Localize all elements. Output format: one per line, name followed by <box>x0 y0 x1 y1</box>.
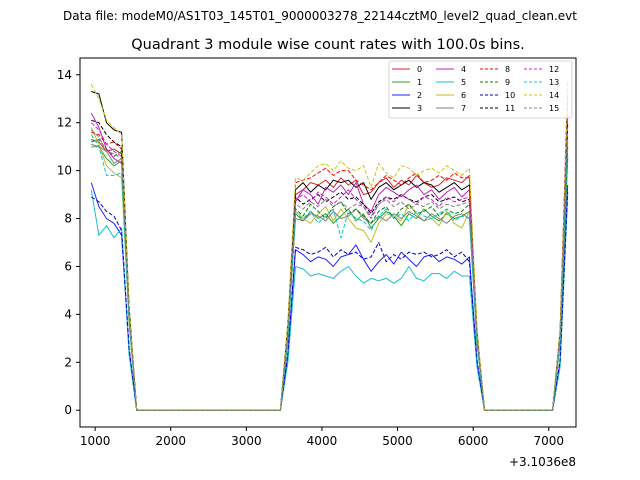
x-tick-label: 1000 <box>80 434 111 448</box>
y-tick-label: 0 <box>64 403 72 417</box>
x-tick-label: 7000 <box>534 434 565 448</box>
series-line-11 <box>91 119 569 411</box>
legend-label-15: 15 <box>549 104 559 113</box>
x-axis: 1000 2000 3000 4000 5000 6000 7000 <box>80 427 564 448</box>
legend-frame <box>388 60 573 119</box>
y-tick-label: 8 <box>64 212 72 226</box>
legend-label-2: 2 <box>417 91 422 100</box>
y-tick-label: 2 <box>64 355 72 369</box>
x-offset-label: +3.1036e8 <box>509 455 576 469</box>
legend-label-7: 7 <box>461 104 466 113</box>
y-tick-label: 12 <box>57 116 72 130</box>
legend-label-13: 13 <box>549 78 559 87</box>
y-axis: 0 2 4 6 8 10 12 14 <box>57 68 80 417</box>
data-file-label: Data file: modeM0/AS1T03_145T01_90000032… <box>63 9 577 23</box>
x-tick-label: 3000 <box>231 434 262 448</box>
legend-label-11: 11 <box>505 104 515 113</box>
chart-title: Quadrant 3 module wise count rates with … <box>131 37 525 53</box>
y-tick-label: 14 <box>57 68 72 82</box>
series-line-6 <box>90 127 569 411</box>
legend-label-14: 14 <box>549 91 559 100</box>
x-tick-label: 5000 <box>382 434 413 448</box>
series-layer <box>90 79 569 411</box>
x-tick-label: 4000 <box>307 434 338 448</box>
legend-label-6: 6 <box>461 91 466 100</box>
legend-label-0: 0 <box>417 65 422 74</box>
x-tick-label: 2000 <box>155 434 186 448</box>
series-line-3 <box>91 91 569 411</box>
plot-frame <box>79 57 577 428</box>
series-line-5 <box>90 189 569 411</box>
series-line-7 <box>91 146 569 411</box>
series-line-10 <box>91 192 569 411</box>
series-line-8 <box>91 127 569 411</box>
legend-label-5: 5 <box>461 78 466 87</box>
legend-label-9: 9 <box>505 78 510 87</box>
legend-label-8: 8 <box>505 65 510 74</box>
series-line-14 <box>90 84 569 411</box>
series-line-13 <box>90 134 569 411</box>
legend-label-12: 12 <box>549 65 559 74</box>
series-line-9 <box>91 139 569 411</box>
legend-label-1: 1 <box>417 78 422 87</box>
y-tick-label: 4 <box>64 307 72 321</box>
y-tick-label: 6 <box>64 259 72 273</box>
series-line-12 <box>90 79 569 411</box>
legend-label-3: 3 <box>417 104 422 113</box>
series-line-4 <box>90 112 569 411</box>
series-line-0 <box>91 139 569 411</box>
legend-label-10: 10 <box>505 91 515 100</box>
series-line-15 <box>90 125 569 411</box>
legend-label-4: 4 <box>461 65 466 74</box>
y-tick-label: 10 <box>57 164 72 178</box>
x-tick-label: 6000 <box>458 434 489 448</box>
